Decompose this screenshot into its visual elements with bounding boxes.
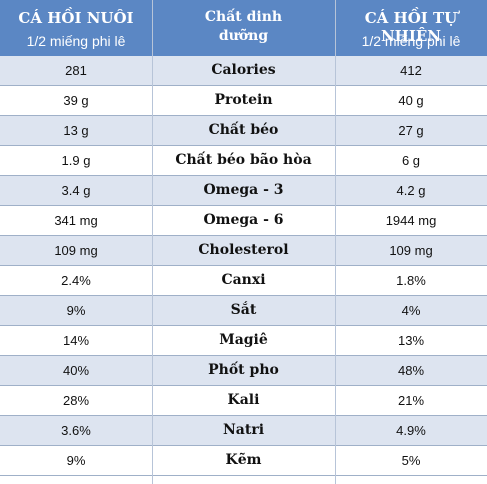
table-row: 341 mg Omega - 6 1944 mg bbox=[0, 206, 487, 236]
wild-value: 4% bbox=[401, 303, 421, 318]
nutrient-name: Magiê bbox=[219, 332, 268, 348]
farmed-value: 40% bbox=[62, 363, 90, 378]
nutrient-name: Omega - 6 bbox=[203, 212, 284, 228]
farmed-value: 3.4 g bbox=[61, 183, 91, 198]
nutrient-name: Cholesterol bbox=[198, 242, 289, 258]
table-row: 39 g Protein 40 g bbox=[0, 86, 487, 116]
header-wild-title: CÁ HỒI TỰ NHIÊN bbox=[364, 9, 458, 45]
table-row: 3.4 g Omega - 3 4.2 g bbox=[0, 176, 487, 206]
nutrient-name: Kẽm bbox=[225, 452, 262, 468]
wild-value: 109 mg bbox=[389, 243, 433, 258]
wild-value: 21% bbox=[397, 393, 425, 408]
table-row: 1.9 g Chất béo bão hòa 6 g bbox=[0, 146, 487, 176]
table-row: 13 g Chất béo 27 g bbox=[0, 116, 487, 146]
table-body: 281 Calories 412 39 g Protein 40 g 13 g Chất bé… bbox=[0, 56, 487, 476]
farmed-value: 39 g bbox=[63, 93, 89, 108]
column-divider bbox=[152, 0, 153, 484]
nutrient-name: Kali bbox=[227, 392, 260, 408]
nutrient-name: Canxi bbox=[221, 272, 266, 288]
nutrient-name: Natri bbox=[222, 422, 265, 438]
table-row: 3.6% Natri 4.9% bbox=[0, 416, 487, 446]
header-nutrient-title-text: Chất dinh dưỡng bbox=[204, 9, 283, 44]
header-wild: CÁ HỒI TỰ NHIÊN 1/2 miếng phi lê bbox=[335, 0, 487, 56]
header-nutrient-title: Chất dinh dưỡng bbox=[152, 8, 335, 46]
table-row: 14% Magiê 13% bbox=[0, 326, 487, 356]
wild-value: 13% bbox=[397, 333, 425, 348]
farmed-value: 9% bbox=[66, 303, 86, 318]
wild-value: 6 g bbox=[401, 153, 421, 168]
wild-value: 4.2 g bbox=[396, 183, 426, 198]
nutrient-name: Sắt bbox=[230, 302, 257, 318]
farmed-value: 1.9 g bbox=[61, 153, 91, 168]
farmed-value: 341 mg bbox=[54, 213, 98, 228]
farmed-value: 3.6% bbox=[61, 423, 91, 438]
farmed-value: 9% bbox=[66, 453, 86, 468]
nutrient-name: Protein bbox=[214, 92, 273, 108]
farmed-value: 281 bbox=[65, 63, 87, 78]
table-row: 28% Kali 21% bbox=[0, 386, 487, 416]
table-row: 109 mg Cholesterol 109 mg bbox=[0, 236, 487, 266]
farmed-value: 28% bbox=[62, 393, 90, 408]
farmed-value: 14% bbox=[62, 333, 90, 348]
wild-value: 4.9% bbox=[396, 423, 426, 438]
nutrient-name: Omega - 3 bbox=[203, 182, 284, 198]
wild-value: 40 g bbox=[398, 93, 424, 108]
table-row: 40% Phốt pho 48% bbox=[0, 356, 487, 386]
farmed-value: 2.4% bbox=[61, 273, 91, 288]
header-farmed-subtitle: 1/2 miếng phi lê bbox=[26, 33, 126, 49]
table-row: 2.4% Canxi 1.8% bbox=[0, 266, 487, 296]
header-farmed: CÁ HỒI NUÔI 1/2 miếng phi lê bbox=[0, 0, 152, 56]
wild-value: 1.8% bbox=[396, 273, 426, 288]
header-wild-subtitle: 1/2 miếng phi lê bbox=[361, 33, 461, 49]
table-row: 281 Calories 412 bbox=[0, 56, 487, 86]
farmed-value: 13 g bbox=[63, 123, 89, 138]
nutrient-name: Calories bbox=[211, 62, 276, 78]
column-divider bbox=[335, 0, 336, 484]
table-row: 9% Kẽm 5% bbox=[0, 446, 487, 476]
nutrient-name: Chất béo bbox=[208, 122, 279, 138]
wild-value: 27 g bbox=[398, 123, 424, 138]
header-nutrient: Chất dinh dưỡng bbox=[152, 0, 335, 56]
wild-value: 412 bbox=[400, 63, 422, 78]
nutrient-name: Chất béo bão hòa bbox=[175, 152, 312, 168]
nutrient-name: Phốt pho bbox=[208, 362, 279, 378]
farmed-value: 109 mg bbox=[54, 243, 98, 258]
wild-value: 48% bbox=[397, 363, 425, 378]
table-header: CÁ HỒI NUÔI 1/2 miếng phi lê Chất dinh d… bbox=[0, 0, 487, 56]
wild-value: 5% bbox=[401, 453, 421, 468]
table-row: 9% Sắt 4% bbox=[0, 296, 487, 326]
wild-value: 1944 mg bbox=[385, 213, 437, 228]
header-farmed-title: CÁ HỒI NUÔI bbox=[18, 9, 134, 27]
